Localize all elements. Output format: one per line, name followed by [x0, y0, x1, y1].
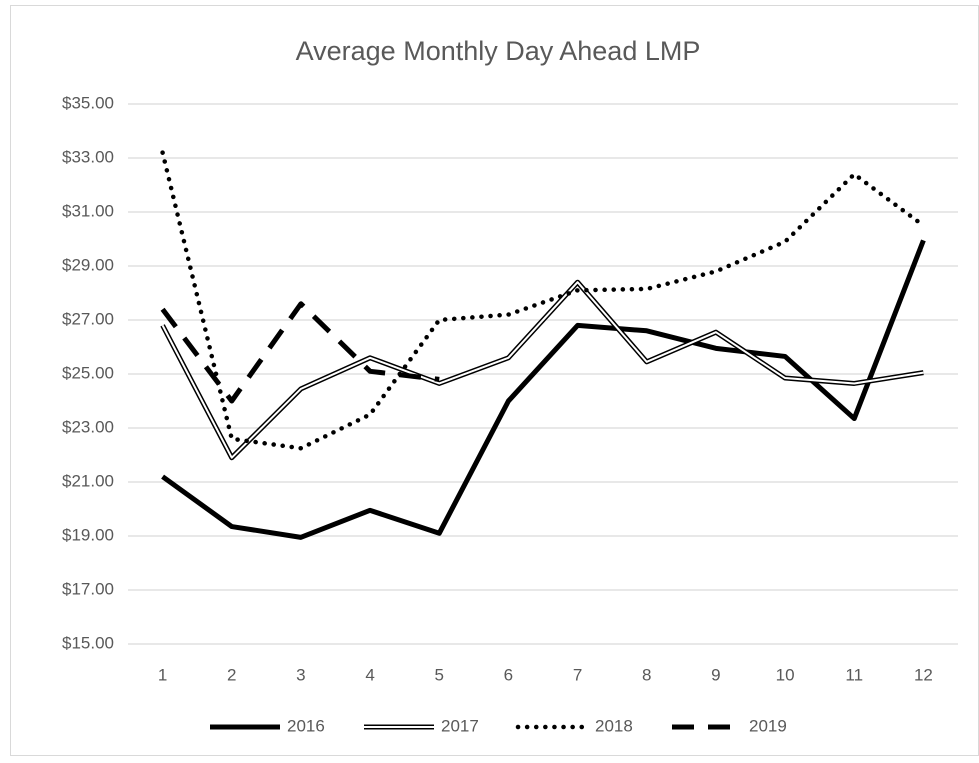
x-tick-label: 8 [642, 665, 651, 684]
y-tick-label: $33.00 [62, 147, 114, 166]
series-line [160, 301, 440, 404]
y-tick-label: $29.00 [62, 255, 114, 274]
y-tick-label: $27.00 [62, 309, 114, 328]
y-tick-label: $21.00 [62, 471, 114, 490]
legend-label: 2017 [441, 716, 479, 735]
chart-title: Average Monthly Day Ahead LMP [296, 36, 701, 66]
legend-label: 2016 [287, 716, 325, 735]
x-tick-label: 6 [504, 665, 513, 684]
x-tick-label: 12 [914, 665, 933, 684]
y-tick-label: $25.00 [62, 363, 114, 382]
legend-label: 2019 [749, 716, 787, 735]
y-tick-label: $15.00 [62, 633, 114, 652]
x-tick-label: 4 [365, 665, 374, 684]
y-tick-label: $31.00 [62, 201, 114, 220]
x-tick-label: 2 [227, 665, 236, 684]
x-tick-label: 7 [573, 665, 582, 684]
x-tick-label: 10 [776, 665, 795, 684]
y-tick-label: $19.00 [62, 525, 114, 544]
x-tick-label: 9 [711, 665, 720, 684]
x-tick-label: 5 [435, 665, 444, 684]
series-line [161, 239, 926, 540]
y-tick-label: $35.00 [62, 93, 114, 112]
x-tick-label: 1 [158, 665, 167, 684]
y-tick-label: $23.00 [62, 417, 114, 436]
legend-label: 2018 [595, 716, 633, 735]
series-line-inner [161, 281, 924, 459]
x-tick-label: 11 [845, 665, 863, 684]
x-tick-label: 3 [296, 665, 305, 684]
series-line [160, 150, 926, 451]
y-tick-label: $17.00 [62, 579, 114, 598]
